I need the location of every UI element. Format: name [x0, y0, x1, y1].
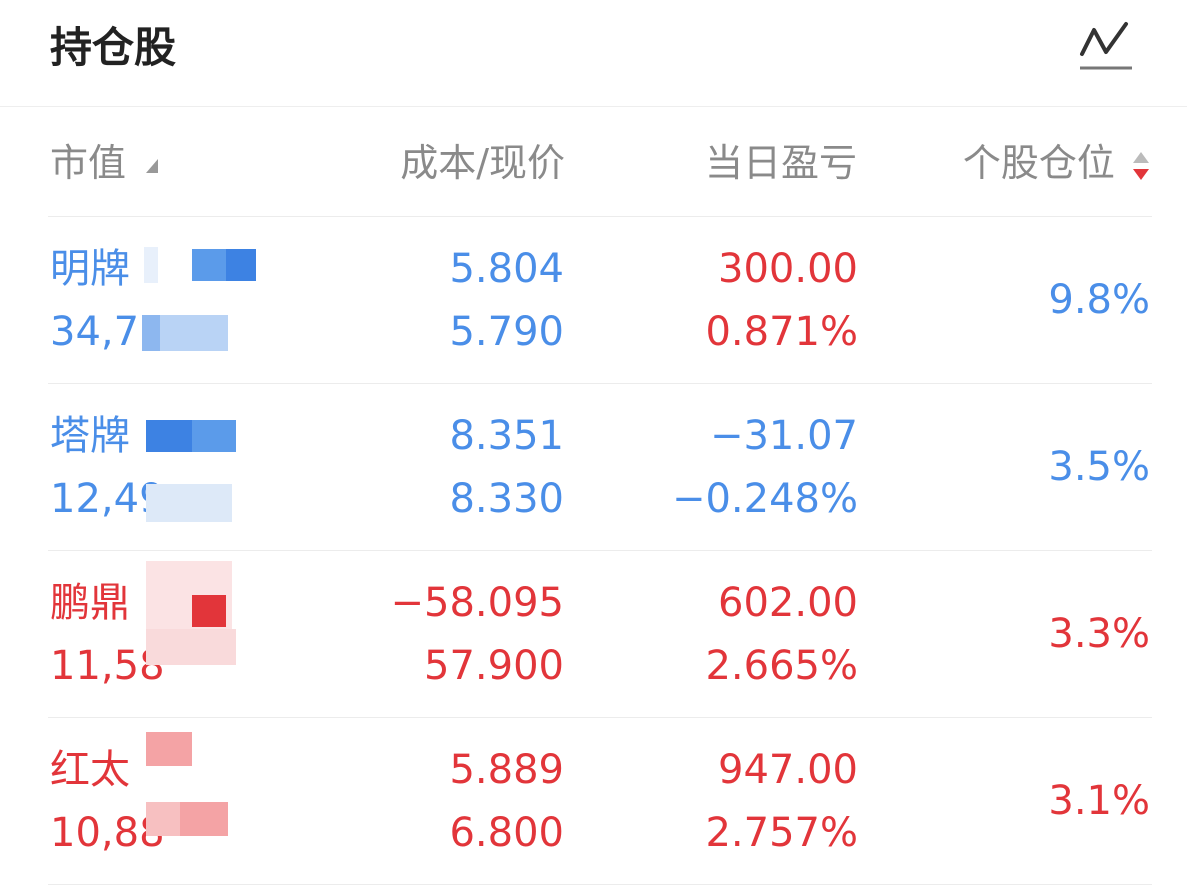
- column-header-market-value[interactable]: 市值: [50, 138, 160, 188]
- holding-row[interactable]: 塔牌 12,49 8.351 8.330 −31.07 −0.248% 3.5%: [48, 383, 1152, 551]
- position-percent: 9.8%: [1048, 277, 1150, 323]
- stock-name: 鹏鼎: [50, 580, 130, 626]
- market-value: 10,88: [50, 810, 165, 856]
- position-percent: 3.1%: [1048, 778, 1150, 824]
- redaction-block: [146, 420, 192, 452]
- sort-indicator-icon: [146, 158, 159, 173]
- stock-name: 明牌: [50, 246, 130, 292]
- current-price: 8.330: [449, 476, 564, 522]
- daily-pnl: −31.07: [709, 413, 858, 459]
- daily-pnl-percent: 2.757%: [705, 810, 858, 856]
- redaction-block: [146, 484, 232, 522]
- current-price: 5.790: [449, 309, 564, 355]
- redaction-block: [142, 315, 160, 351]
- redaction-block: [144, 247, 158, 283]
- column-label-market-value: 市值: [50, 141, 127, 185]
- current-price: 57.900: [424, 643, 564, 689]
- stock-name: 塔牌: [50, 413, 130, 459]
- cost-price: 5.804: [449, 246, 564, 292]
- cost-price: 5.889: [449, 747, 564, 793]
- header: 持仓股: [0, 0, 1187, 107]
- daily-pnl-percent: 0.871%: [705, 309, 858, 355]
- column-header-daily-pnl[interactable]: 当日盈亏: [704, 141, 857, 185]
- redaction-block: [226, 249, 256, 281]
- redaction-block: [146, 732, 192, 766]
- daily-pnl: 947.00: [718, 747, 858, 793]
- daily-pnl: 602.00: [718, 580, 858, 626]
- position-percent: 3.5%: [1048, 444, 1150, 490]
- daily-pnl-percent: 2.665%: [705, 643, 858, 689]
- market-value: 34,7: [50, 309, 140, 355]
- sort-desc-icon: [1133, 151, 1149, 180]
- redaction-block: [146, 629, 236, 665]
- holding-row[interactable]: 明牌 34,7 5.804 5.790 300.00 0.871% 9.8%: [48, 216, 1152, 384]
- column-header-position[interactable]: 个股仓位: [963, 138, 1151, 188]
- cost-price: −58.095: [390, 580, 564, 626]
- holding-row[interactable]: 红太 10,88 5.889 6.800 947.00 2.757% 3.1%: [48, 717, 1152, 885]
- holding-row[interactable]: 鹏鼎 11,58 −58.095 57.900 602.00 2.665% 3.…: [48, 550, 1152, 718]
- redaction-block: [192, 595, 226, 627]
- daily-pnl-percent: −0.248%: [671, 476, 858, 522]
- page-title: 持仓股: [50, 23, 177, 72]
- position-percent: 3.3%: [1048, 611, 1150, 657]
- column-label-position: 个股仓位: [962, 141, 1115, 185]
- table-bottom-divider: [48, 884, 1152, 885]
- stock-name: 红太: [50, 747, 130, 793]
- market-value: 12,49: [50, 476, 165, 522]
- redaction-block: [146, 802, 180, 836]
- column-header-cost-price[interactable]: 成本/现价: [400, 141, 565, 185]
- daily-pnl: 300.00: [718, 246, 858, 292]
- cost-price: 8.351: [449, 413, 564, 459]
- line-chart-icon[interactable]: [1078, 20, 1134, 74]
- market-value: 11,58: [50, 643, 165, 689]
- current-price: 6.800: [449, 810, 564, 856]
